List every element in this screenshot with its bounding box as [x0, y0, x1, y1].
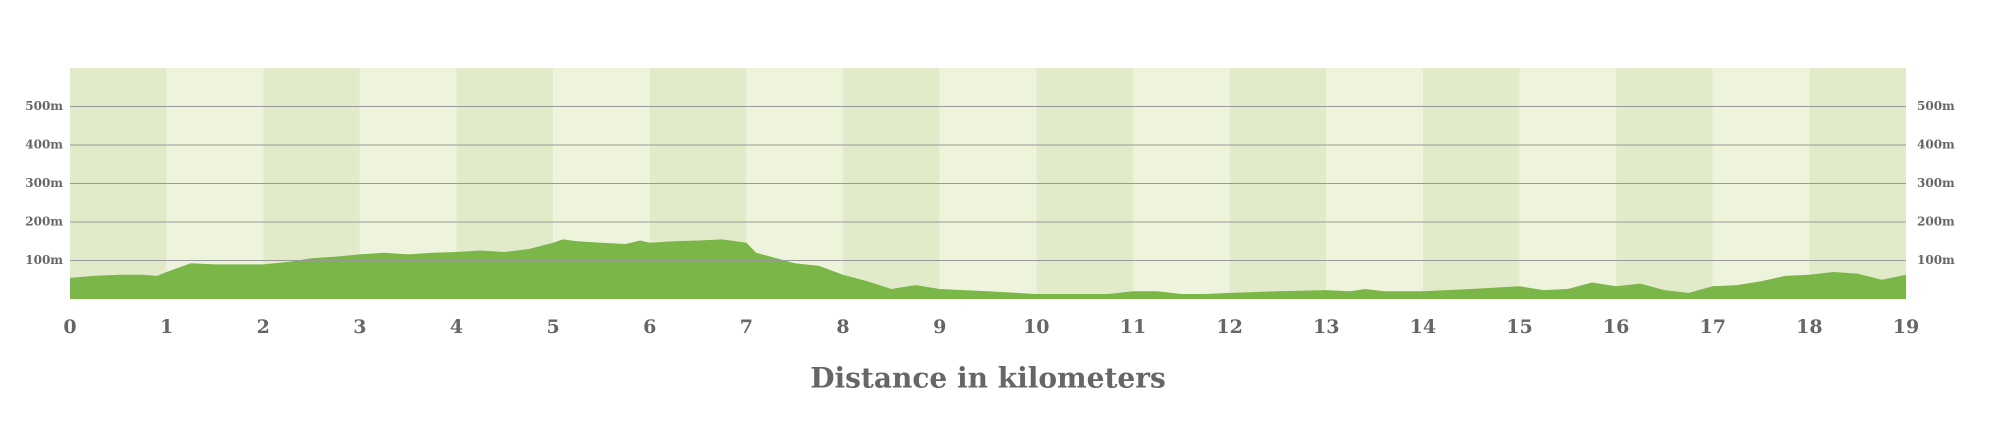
y-tick-label: 400m: [25, 138, 63, 152]
x-tick-label: 4: [450, 316, 463, 338]
x-tick-label: 1: [160, 316, 173, 338]
x-tick-label: 8: [836, 316, 849, 338]
x-tick-label: 5: [547, 316, 560, 338]
y-tick-label: 200m: [25, 215, 63, 229]
x-tick-label: 2: [257, 316, 270, 338]
x-tick-label: 11: [1120, 316, 1146, 338]
x-tick-label: 7: [740, 316, 753, 338]
x-tick-label: 17: [1700, 316, 1726, 338]
y-tick-label: 100m: [25, 253, 63, 267]
x-tick-label: 3: [353, 316, 366, 338]
x-tick-label: 10: [1023, 316, 1049, 338]
y-tick-label: 500m: [25, 99, 63, 113]
x-tick-label: 14: [1410, 316, 1436, 338]
x-tick-label: 16: [1603, 316, 1629, 338]
x-tick-label: 18: [1796, 316, 1822, 338]
y-tick-label-right: 100m: [1917, 253, 1955, 267]
elevation-area: [70, 239, 1906, 299]
x-tick-label: 0: [63, 316, 76, 338]
x-tick-label: 12: [1216, 316, 1242, 338]
y-tick-label-right: 300m: [1917, 176, 1955, 190]
x-tick-label: 19: [1893, 316, 1919, 338]
x-tick-label: 9: [933, 316, 946, 338]
y-tick-label-right: 200m: [1917, 215, 1955, 229]
x-tick-label: 6: [643, 316, 656, 338]
y-tick-label: 300m: [25, 176, 63, 190]
x-axis-title: Distance in kilometers: [810, 362, 1166, 395]
y-tick-label-right: 400m: [1917, 138, 1955, 152]
x-tick-label: 15: [1506, 316, 1532, 338]
y-tick-label-right: 500m: [1917, 99, 1955, 113]
x-tick-label: 13: [1313, 316, 1339, 338]
